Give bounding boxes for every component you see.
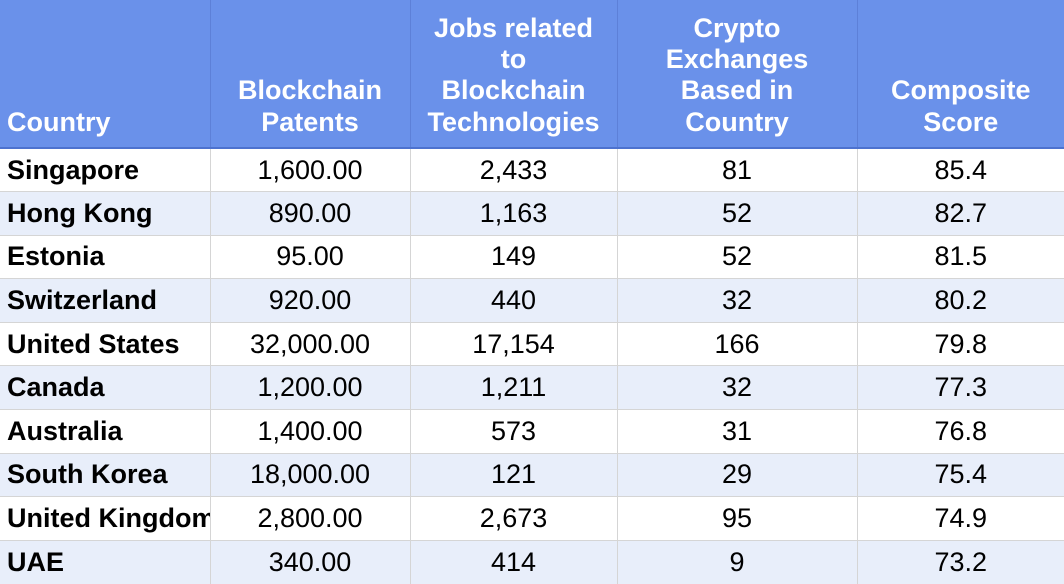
cell-exchanges[interactable]: 95	[617, 496, 858, 541]
cell-jobs[interactable]: 1,211	[410, 365, 618, 411]
cell-jobs[interactable]: 2,433	[410, 148, 618, 193]
header-cell-jobs-related-to-blockchain[interactable]: Jobs related to Blockchain Technologies	[410, 0, 618, 149]
cell-patents[interactable]: 1,200.00	[210, 365, 411, 411]
table-row-united-states: United States 32,000.00 17,154 166 79.8	[0, 322, 1064, 367]
cell-score[interactable]: 81.5	[857, 235, 1064, 280]
cell-patents[interactable]: 1,400.00	[210, 409, 411, 454]
cell-patents[interactable]: 890.00	[210, 191, 411, 236]
cell-patents[interactable]: 18,000.00	[210, 453, 411, 498]
cell-country[interactable]: UAE	[0, 540, 211, 584]
header-cell-blockchain-patents[interactable]: Blockchain Patents	[210, 0, 411, 149]
cell-score[interactable]: 73.2	[857, 540, 1064, 584]
cell-score[interactable]: 75.4	[857, 453, 1064, 498]
table-row-south-korea: South Korea 18,000.00 121 29 75.4	[0, 453, 1064, 498]
table-row-united-kingdom: United Kingdom 2,800.00 2,673 95 74.9	[0, 496, 1064, 541]
cell-patents[interactable]: 340.00	[210, 540, 411, 584]
header-cell-composite-score[interactable]: Composite Score	[857, 0, 1064, 149]
cell-country[interactable]: Singapore	[0, 148, 211, 193]
cell-patents[interactable]: 2,800.00	[210, 496, 411, 541]
cell-exchanges[interactable]: 166	[617, 322, 858, 367]
table-row-singapore: Singapore 1,600.00 2,433 81 85.4	[0, 148, 1064, 193]
cell-score[interactable]: 76.8	[857, 409, 1064, 454]
cell-jobs[interactable]: 17,154	[410, 322, 618, 367]
cell-score[interactable]: 80.2	[857, 278, 1064, 323]
cell-country[interactable]: South Korea	[0, 453, 211, 498]
cell-jobs[interactable]: 2,673	[410, 496, 618, 541]
cell-country[interactable]: Estonia	[0, 235, 211, 280]
cell-country[interactable]: Canada	[0, 365, 211, 411]
table-row-uae: UAE 340.00 414 9 73.2	[0, 540, 1064, 584]
table-row-hong-kong: Hong Kong 890.00 1,163 52 82.7	[0, 191, 1064, 236]
cell-country[interactable]: United States	[0, 322, 211, 367]
table-row-switzerland: Switzerland 920.00 440 32 80.2	[0, 278, 1064, 323]
cell-jobs[interactable]: 414	[410, 540, 618, 584]
cell-country[interactable]: United Kingdom	[0, 496, 211, 541]
cell-score[interactable]: 79.8	[857, 322, 1064, 367]
cell-exchanges[interactable]: 9	[617, 540, 858, 584]
cell-score[interactable]: 82.7	[857, 191, 1064, 236]
cell-exchanges[interactable]: 52	[617, 191, 858, 236]
cell-jobs[interactable]: 121	[410, 453, 618, 498]
cell-patents[interactable]: 32,000.00	[210, 322, 411, 367]
cell-patents[interactable]: 95.00	[210, 235, 411, 280]
cell-country[interactable]: Switzerland	[0, 278, 211, 323]
cell-jobs[interactable]: 1,163	[410, 191, 618, 236]
cell-exchanges[interactable]: 31	[617, 409, 858, 454]
table-header-row: Country Blockchain Patents Jobs related …	[0, 0, 1064, 149]
cell-exchanges[interactable]: 32	[617, 278, 858, 323]
cell-jobs[interactable]: 149	[410, 235, 618, 280]
cell-exchanges[interactable]: 81	[617, 148, 858, 193]
cell-patents[interactable]: 1,600.00	[210, 148, 411, 193]
cell-score[interactable]: 74.9	[857, 496, 1064, 541]
header-cell-country[interactable]: Country	[0, 0, 211, 149]
cell-score[interactable]: 77.3	[857, 365, 1064, 411]
header-cell-crypto-exchanges[interactable]: Crypto Exchanges Based in Country	[617, 0, 858, 149]
cell-exchanges[interactable]: 52	[617, 235, 858, 280]
cell-country[interactable]: Australia	[0, 409, 211, 454]
cell-jobs[interactable]: 440	[410, 278, 618, 323]
table-row-estonia: Estonia 95.00 149 52 81.5	[0, 235, 1064, 280]
cell-country[interactable]: Hong Kong	[0, 191, 211, 236]
table-row-canada: Canada 1,200.00 1,211 32 77.3	[0, 365, 1064, 411]
cell-score[interactable]: 85.4	[857, 148, 1064, 193]
cell-exchanges[interactable]: 29	[617, 453, 858, 498]
cell-exchanges[interactable]: 32	[617, 365, 858, 411]
cell-jobs[interactable]: 573	[410, 409, 618, 454]
cell-patents[interactable]: 920.00	[210, 278, 411, 323]
table-row-australia: Australia 1,400.00 573 31 76.8	[0, 409, 1064, 454]
